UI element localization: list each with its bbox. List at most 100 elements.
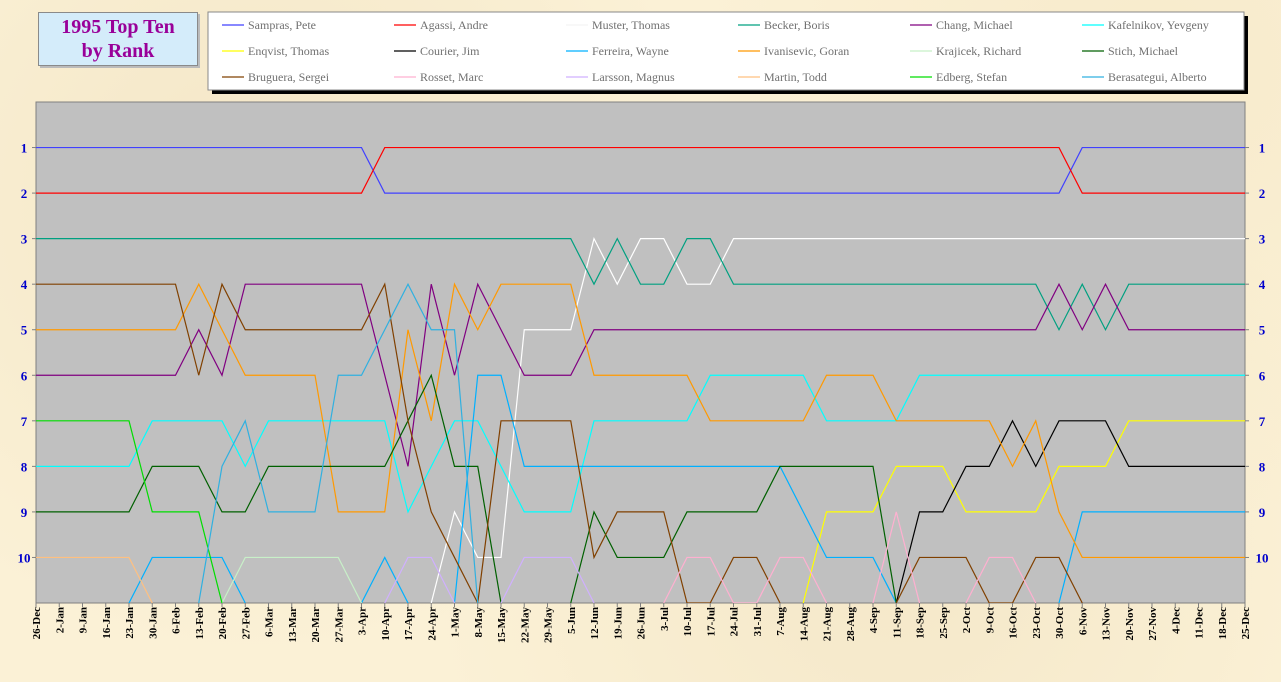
x-tick-label: 1-May: [450, 607, 462, 638]
series-line: [36, 146, 1245, 194]
series-line: [895, 419, 1245, 603]
legend-label: Rosset, Marc: [420, 70, 483, 84]
legend-label: Enqvist, Thomas: [248, 44, 329, 58]
legend-label: Becker, Boris: [764, 18, 830, 32]
x-tick-label: 11-Sep: [891, 607, 903, 638]
x-tick-label: 6-Mar: [264, 607, 276, 637]
legend-label: Stich, Michael: [1108, 44, 1179, 58]
x-tick-label: 9-Oct: [984, 607, 996, 634]
x-tick-label: 6-Feb: [171, 607, 183, 634]
y-tick-label: 9: [21, 505, 28, 520]
y2-tick-label: 8: [1259, 459, 1266, 474]
x-tick-label: 27-Mar: [333, 607, 345, 643]
x-tick-label: 28-Aug: [845, 607, 857, 642]
x-tick-label: 9-Jan: [78, 607, 90, 633]
series-line: [36, 282, 1245, 559]
x-tick-label: 18-Sep: [915, 607, 927, 639]
x-tick-label: 20-Mar: [310, 607, 322, 643]
legend-box: [207, 11, 1245, 91]
x-tick-label: 13-Feb: [194, 607, 206, 639]
x-tick-label: 17-Jul: [705, 607, 717, 636]
y2-tick-label: 3: [1259, 232, 1266, 247]
x-tick-label: 7-Aug: [775, 607, 787, 636]
x-tick-label: 18-Dec: [1217, 607, 1229, 639]
series-line: [384, 556, 595, 603]
legend-label: Larsson, Magnus: [592, 70, 675, 84]
x-tick-label: 16-Jan: [101, 607, 113, 639]
legend-label: Ivanisevic, Goran: [764, 44, 849, 58]
x-tick-label: 24-Jul: [729, 607, 741, 636]
x-tick-label: 6-Nov: [1077, 607, 1089, 636]
y-tick-label: 3: [21, 232, 28, 247]
series-line: [36, 374, 1245, 514]
legend-label: Chang, Michael: [936, 18, 1013, 32]
x-tick-label: 17-Apr: [403, 607, 415, 641]
x-tick-label: 23-Oct: [1031, 607, 1043, 639]
y2-tick-label: 6: [1259, 368, 1266, 383]
legend-label: Agassi, Andre: [420, 18, 488, 32]
x-tick-label: 15-May: [496, 607, 508, 644]
x-tick-label: 8-May: [473, 607, 485, 638]
x-tick-label: 25-Sep: [938, 607, 950, 639]
series-line: [36, 146, 1245, 194]
x-tick-label: 13-Nov: [1101, 607, 1113, 641]
x-tick-label: 2-Oct: [961, 607, 973, 634]
chart-title: 1995 Top Ten by Rank: [38, 12, 198, 66]
series-line: [802, 420, 1245, 603]
x-tick-label: 23-Jan: [124, 607, 136, 639]
legend-label: Krajicek, Richard: [936, 44, 1021, 58]
x-tick-label: 21-Aug: [822, 607, 834, 642]
x-tick-label: 19-Jun: [612, 607, 624, 639]
x-tick-label: 25-Dec: [1240, 607, 1252, 639]
legend-label: Ferreira, Wayne: [592, 44, 669, 58]
series-line: [430, 236, 1245, 603]
x-tick-label: 20-Feb: [217, 607, 229, 639]
y2-tick-label: 2: [1259, 186, 1266, 201]
x-tick-label: 3-Jul: [659, 607, 671, 631]
legend-label: Sampras, Pete: [248, 18, 316, 32]
series-line: [36, 420, 223, 603]
lines: [36, 146, 1245, 603]
x-tick-label: 10-Apr: [380, 607, 392, 641]
series-line: [36, 556, 153, 603]
x-tick-label: 29-May: [543, 607, 555, 644]
legend-label: Bruguera, Sergei: [248, 70, 330, 84]
series-line: [221, 556, 363, 603]
x-tick-label: 10-Jul: [682, 607, 694, 636]
y2-tick-label: 5: [1259, 323, 1266, 338]
y-tick-label: 5: [21, 323, 28, 338]
x-tick-label: 14-Aug: [798, 607, 810, 642]
legend-label: Martin, Todd: [764, 70, 827, 84]
y2-tick-label: 1: [1259, 141, 1266, 156]
x-tick-label: 30-Oct: [1054, 607, 1066, 639]
x-tick-label: 24-Apr: [426, 607, 438, 641]
x-tick-label: 4-Dec: [1170, 607, 1182, 634]
y-tick-label: 2: [21, 186, 28, 201]
legend-label: Berasategui, Alberto: [1108, 70, 1207, 84]
legend-label: Muster, Thomas: [592, 18, 670, 32]
x-tick-label: 31-Jul: [752, 607, 764, 636]
x-tick-label: 3-Apr: [357, 607, 369, 635]
legend-label: Kafelnikov, Yevgeny: [1108, 18, 1209, 32]
y-tick-label: 6: [21, 368, 28, 383]
x-tick-label: 26-Jun: [636, 607, 648, 639]
x-tick-label: 2-Jan: [54, 607, 66, 633]
series-line: [663, 511, 1037, 603]
series-line: [128, 374, 1245, 603]
y-tick-label: 10: [18, 550, 31, 565]
x-tick-label: 30-Jan: [147, 607, 159, 639]
legend-label: Edberg, Stefan: [936, 70, 1007, 84]
y-tick-label: 4: [21, 277, 28, 292]
x-tick-label: 26-Dec: [31, 607, 43, 639]
x-tick-label: 20-Nov: [1124, 607, 1136, 641]
legend-label: Courier, Jim: [420, 44, 480, 58]
x-tick-label: 5-Jun: [566, 607, 578, 634]
series-line: [198, 282, 479, 603]
y2-tick-label: 4: [1259, 277, 1266, 292]
y2-tick-label: 7: [1259, 414, 1266, 429]
x-tick-label: 27-Nov: [1147, 607, 1159, 641]
plot-area: [35, 101, 1246, 604]
series-line: [36, 282, 1083, 603]
